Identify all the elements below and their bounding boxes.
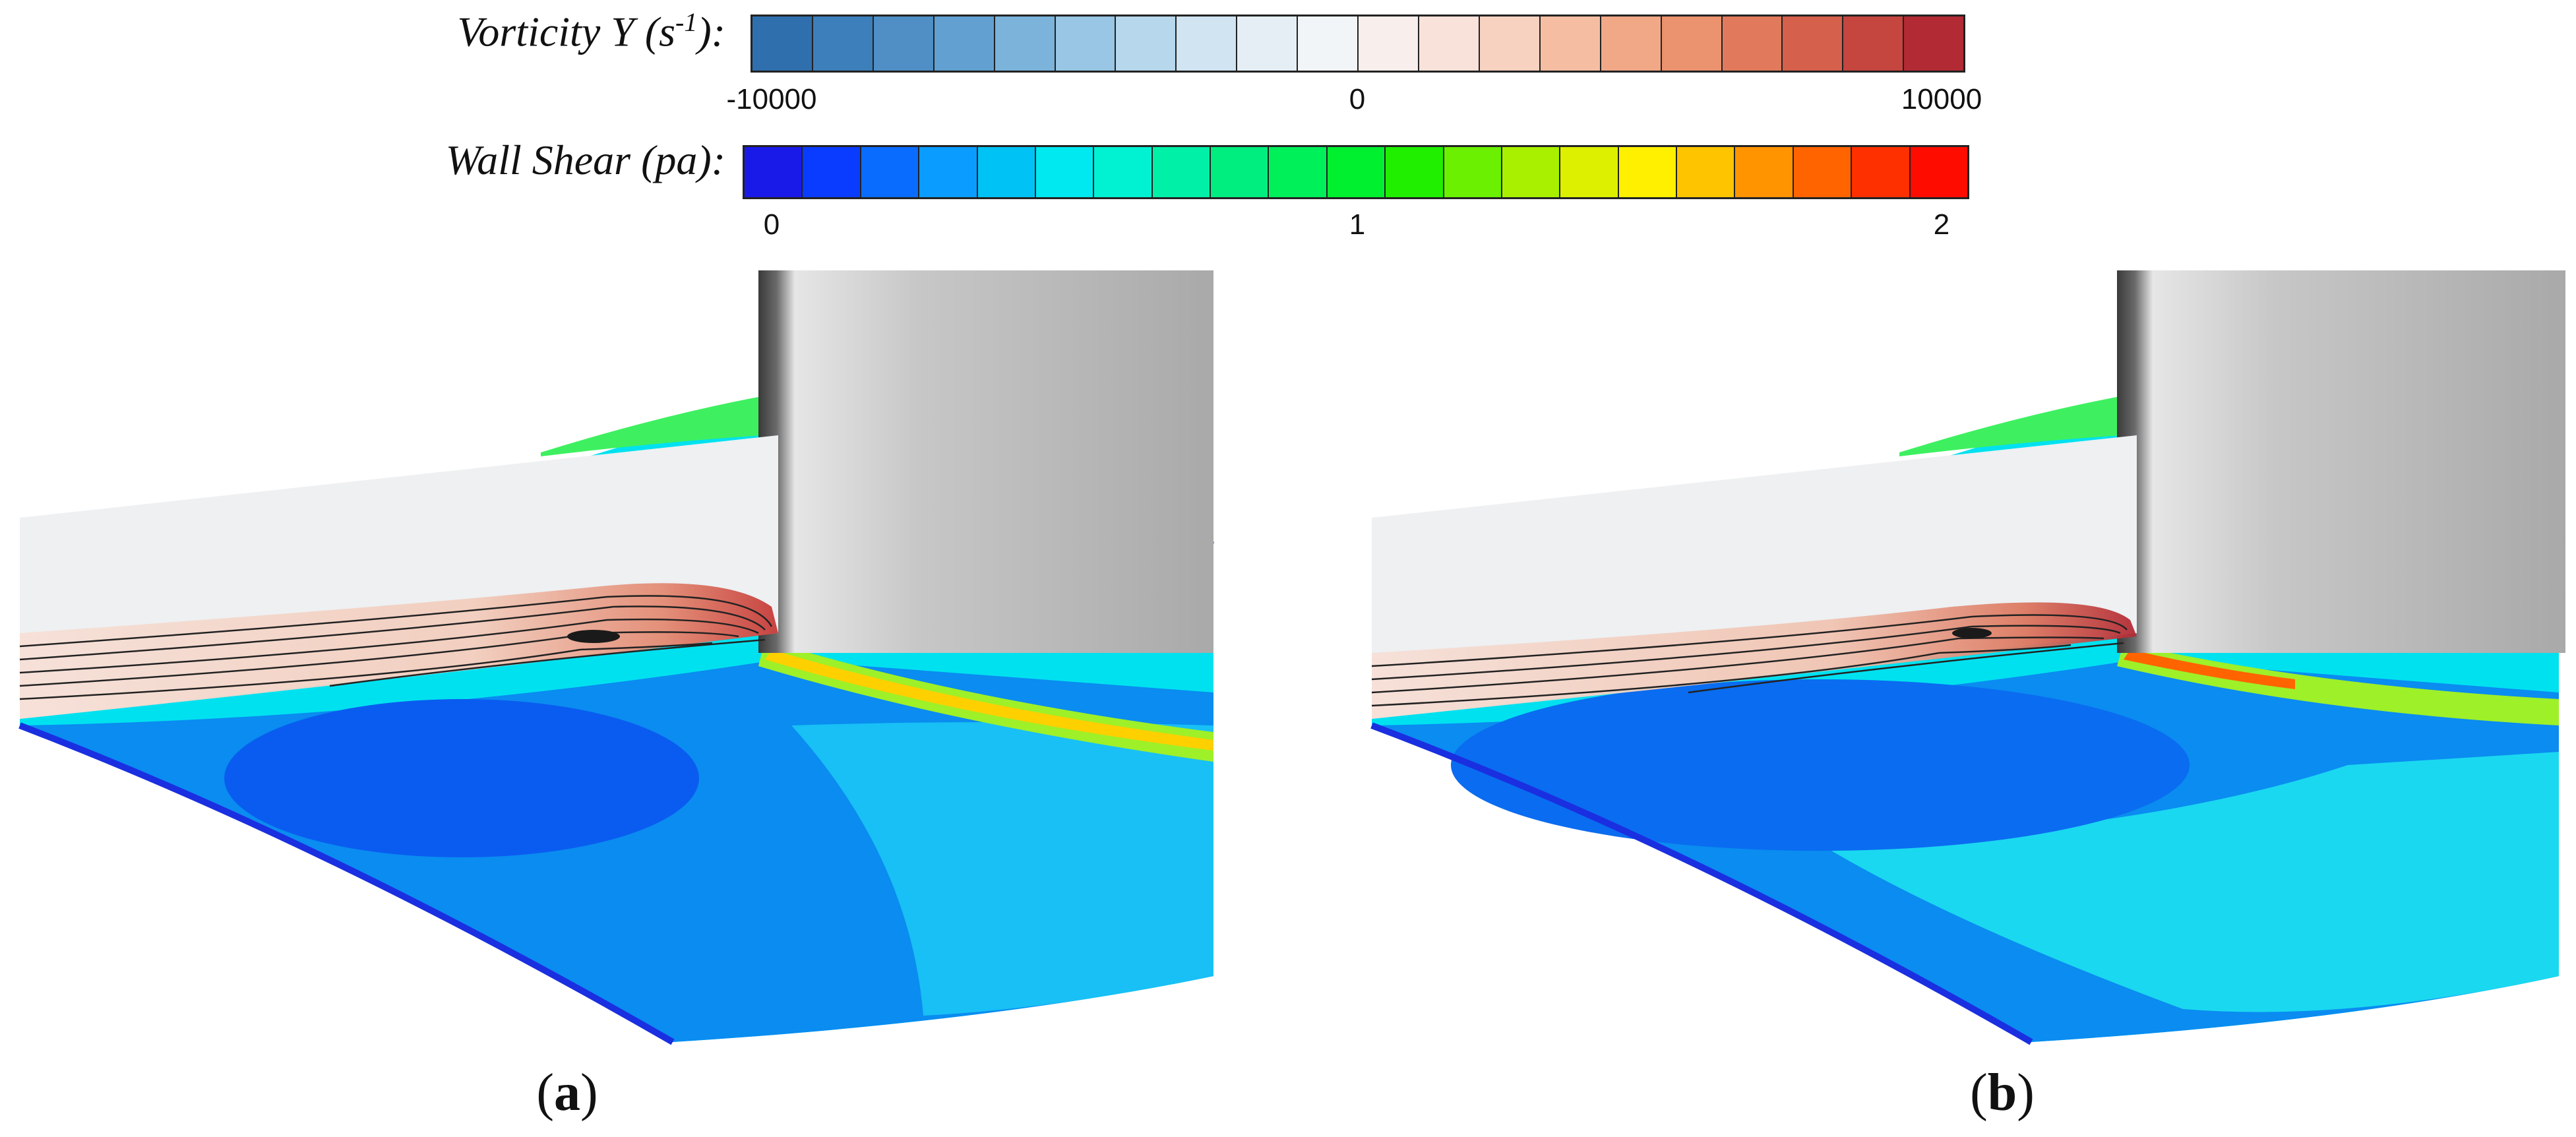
vorticity-swatch: [813, 16, 874, 71]
panel-a-top-shear-streak: [541, 396, 765, 456]
vorticity-swatch: [1055, 16, 1117, 71]
wall-shear-swatch: [1386, 147, 1444, 197]
panel-b: [1359, 264, 2576, 1055]
panel-b-caption-open: (: [1970, 1064, 1988, 1122]
vorticity-swatch: [995, 16, 1056, 71]
wall-shear-swatch: [919, 147, 978, 197]
panel-a-floor-cyan: [791, 722, 1213, 1016]
wall-shear-swatch: [1618, 147, 1677, 197]
panel-a-floor-edge: [18, 722, 675, 1045]
panel-a-caption-close: ): [580, 1064, 598, 1122]
panel-b-vorticity-layer: [1372, 602, 2137, 719]
panel-b-low-shear-core: [1451, 679, 2190, 851]
vorticity-swatch: [1177, 16, 1238, 71]
wall-shear-swatch: [1910, 147, 1967, 197]
vorticity-swatch: [1237, 16, 1299, 71]
wall-shear-swatch: [1152, 147, 1211, 197]
panel-a-caption-letter: a: [554, 1064, 580, 1122]
wall-shear-swatch: [1852, 147, 1911, 197]
wall-shear-swatch: [1502, 147, 1561, 197]
panel-a-vorticity-layer: [20, 583, 778, 719]
panel-a-shear-band-core: [765, 650, 1213, 751]
panel-a: [0, 264, 1227, 1055]
vorticity-swatch: [752, 16, 813, 71]
vorticity-swatch: [1298, 16, 1359, 71]
panel-b-caption-letter: b: [1987, 1064, 2017, 1122]
panel-b-shear-band-core: [2124, 650, 2295, 689]
vorticity-label-main: Vorticity Y: [457, 8, 634, 55]
panel-b-top-shear-streak: [1899, 396, 2124, 456]
wall-shear-colorbar: [743, 145, 1969, 199]
wall-shear-swatch: [861, 147, 920, 197]
panel-a-vortex-core: [567, 630, 620, 643]
vorticity-swatch: [1722, 16, 1783, 71]
vorticity-tick-zero: 0: [1349, 83, 1366, 115]
panel-a-streamlines: [19, 595, 773, 700]
vorticity-tick-min: -10000: [726, 83, 817, 115]
vorticity-swatch: [1116, 16, 1177, 71]
panel-b-vortex-core: [1952, 628, 1992, 638]
wall-shear-swatch: [1735, 147, 1794, 197]
vorticity-legend-label: Vorticity Y (s-1):: [343, 7, 725, 56]
vorticity-swatch: [1540, 16, 1601, 71]
wall-shear-swatch: [803, 147, 861, 197]
panel-a-body: [758, 270, 1213, 653]
panel-b-caption-close: ): [2017, 1064, 2035, 1122]
vorticity-label-unit-close: ):: [697, 8, 725, 55]
panel-b-contour-plot: [1370, 270, 2565, 1045]
wall-shear-tick-two: 2: [1933, 208, 1950, 241]
panel-a-caption-open: (: [536, 1064, 554, 1122]
wall-shear-label-unit: (pa):: [641, 137, 725, 183]
vorticity-swatch: [1843, 16, 1905, 71]
wall-shear-swatch: [1677, 147, 1736, 197]
vorticity-swatch: [873, 16, 935, 71]
panel-a-low-shear-core: [224, 699, 699, 857]
wall-shear-label-main: Wall Shear: [445, 137, 631, 183]
wall-shear-swatch: [745, 147, 803, 197]
vorticity-label-unit-open: (s: [644, 8, 676, 55]
vorticity-colorbar: [751, 15, 1965, 73]
panel-b-streamlines: [1371, 614, 2128, 707]
vorticity-swatch: [1601, 16, 1662, 71]
vorticity-swatch: [1359, 16, 1419, 71]
vorticity-swatch: [934, 16, 995, 71]
wall-shear-tick-zero: 0: [763, 208, 780, 241]
vorticity-label-unit-sup: -1: [675, 7, 698, 37]
vorticity-swatch: [1661, 16, 1723, 71]
wall-shear-swatch: [1560, 147, 1619, 197]
wall-shear-swatch: [1035, 147, 1095, 197]
vorticity-swatch: [1479, 16, 1541, 71]
vorticity-swatch: [1783, 16, 1844, 71]
wall-shear-swatch: [1094, 147, 1153, 197]
vorticity-swatch: [1904, 16, 1964, 71]
panel-b-shear-band: [2117, 643, 2559, 725]
panel-b-floor-cyan: [1820, 752, 2559, 1012]
wall-shear-legend-label: Wall Shear (pa):: [343, 136, 725, 185]
wall-shear-swatch: [1211, 147, 1270, 197]
panel-a-contour-plot: [18, 270, 1214, 1045]
vorticity-swatch: [1419, 16, 1480, 71]
vorticity-tick-max: 10000: [1901, 83, 1982, 115]
panel-a-caption: (a): [536, 1063, 598, 1123]
wall-shear-swatch: [1327, 147, 1386, 197]
wall-shear-swatch: [1444, 147, 1502, 197]
panel-b-floor-edge: [1370, 722, 2033, 1045]
wall-shear-tick-one: 1: [1349, 208, 1366, 241]
wall-shear-swatch: [977, 147, 1036, 197]
wall-shear-swatch: [1793, 147, 1853, 197]
panel-b-caption: (b): [1970, 1063, 2035, 1123]
wall-shear-swatch: [1269, 147, 1328, 197]
panel-b-body: [2117, 270, 2565, 653]
